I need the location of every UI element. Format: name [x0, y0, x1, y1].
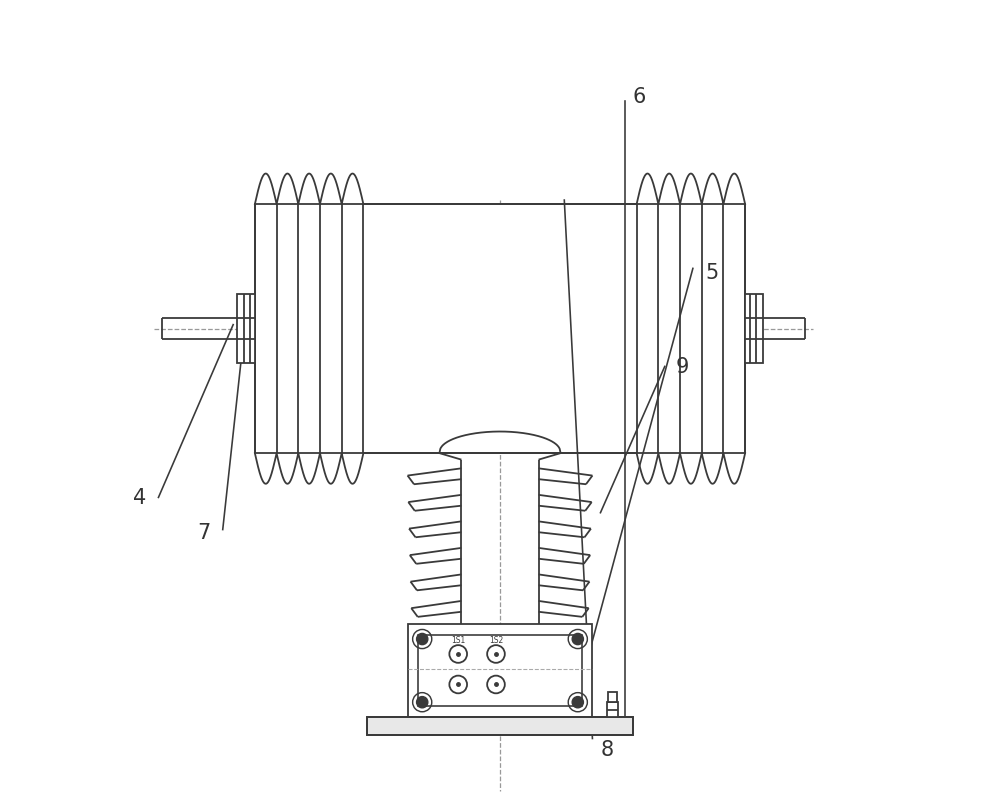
Bar	[745, 295, 763, 363]
Bar	[237, 295, 255, 363]
Text: 8: 8	[600, 739, 614, 759]
Bar	[608, 692, 617, 702]
Bar	[418, 635, 582, 706]
Bar	[367, 717, 633, 735]
Text: 7: 7	[197, 522, 211, 543]
Bar	[255, 205, 745, 453]
Text: 1S1: 1S1	[451, 635, 465, 644]
Bar	[408, 624, 592, 717]
Text: 6: 6	[633, 87, 646, 106]
Circle shape	[417, 697, 428, 708]
Bar	[367, 717, 633, 735]
Bar	[607, 702, 618, 717]
Text: 4: 4	[133, 488, 146, 508]
Circle shape	[572, 633, 583, 645]
Text: 9: 9	[675, 357, 689, 377]
Text: 1S2: 1S2	[489, 635, 503, 644]
Text: 5: 5	[705, 263, 718, 283]
Circle shape	[572, 697, 583, 708]
Circle shape	[417, 633, 428, 645]
